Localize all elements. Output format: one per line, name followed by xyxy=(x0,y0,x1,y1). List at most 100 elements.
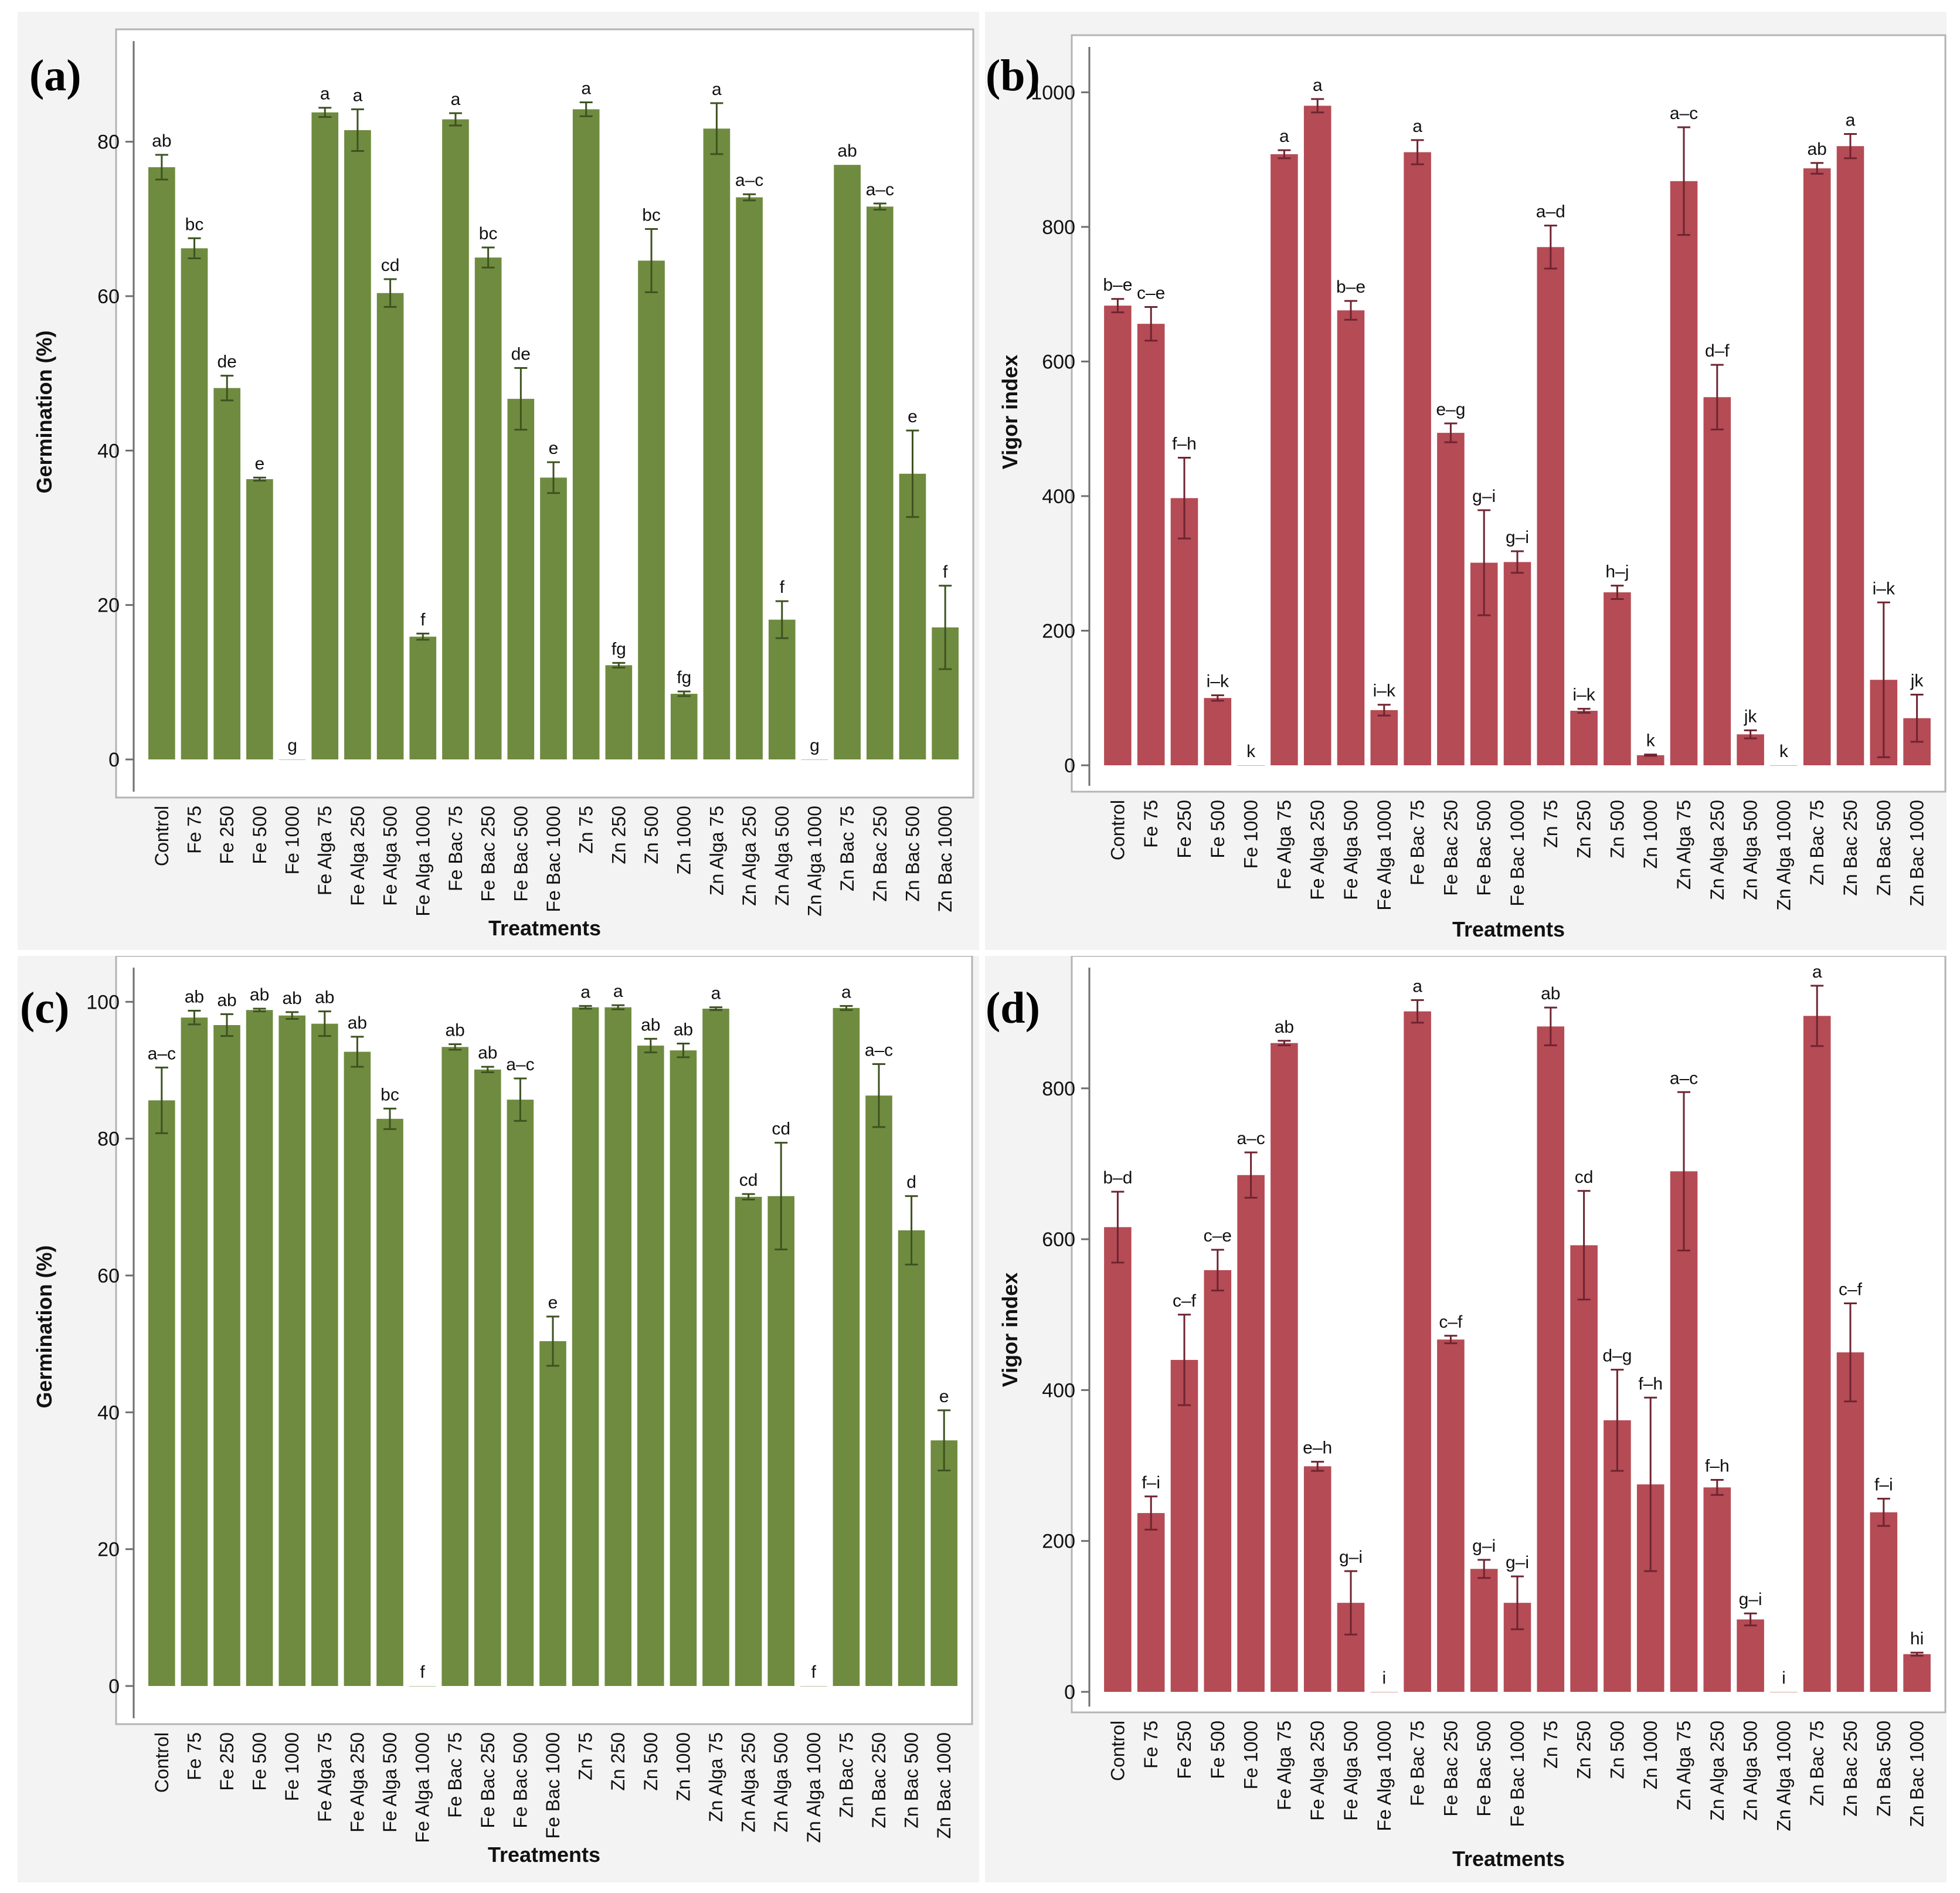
error-bar-d-1 xyxy=(1144,1495,1158,1531)
category-label-d-5: Fe Alga 75 xyxy=(1273,1721,1295,1810)
category-label-a-20: Zn Alga 1000 xyxy=(804,806,825,917)
sig-letter-b-3: i–k xyxy=(1207,672,1229,691)
bar-a-19 xyxy=(768,619,796,759)
y-tick-label-a-1: 20 xyxy=(97,595,120,617)
bar-a-18 xyxy=(736,197,763,759)
error-bar-d-2 xyxy=(1178,1314,1191,1406)
category-label-a-17: Zn Alga 75 xyxy=(706,806,727,895)
bar-a-15 xyxy=(638,260,665,759)
error-bar-d-10 xyxy=(1444,1335,1458,1345)
category-label-a-15: Zn 500 xyxy=(641,806,662,864)
y-tick-label-d-2: 400 xyxy=(1042,1379,1075,1402)
category-label-a-18: Zn Alga 250 xyxy=(739,806,760,906)
category-label-a-24: Zn Bac 1000 xyxy=(935,806,956,912)
category-label-d-19: Zn Alga 500 xyxy=(1740,1721,1761,1821)
bar-d-23 xyxy=(1870,1512,1898,1692)
bar-b-19 xyxy=(1737,734,1764,765)
category-label-b-15: Zn 500 xyxy=(1606,800,1628,859)
sig-letter-c-10: ab xyxy=(478,1043,497,1063)
bar-c-2 xyxy=(213,1025,240,1686)
panel-b: 0 200 400 600 800 1000 b–e Control c–e Fe 75 f–h Fe… xyxy=(985,12,1947,950)
y-tick-label-b-4: 800 xyxy=(1042,216,1075,239)
bar-d-0 xyxy=(1104,1227,1132,1692)
bar-a-11 xyxy=(507,399,535,759)
category-label-b-18: Zn Alga 250 xyxy=(1707,800,1728,900)
category-label-b-1: Fe 75 xyxy=(1140,800,1161,848)
bar-a-8 xyxy=(409,636,437,759)
category-label-d-11: Fe Bac 500 xyxy=(1473,1721,1494,1817)
bar-d-14 xyxy=(1570,1245,1598,1692)
error-bar-b-8 xyxy=(1377,704,1391,717)
category-label-a-4: Fe 1000 xyxy=(282,806,303,874)
error-bar-b-13 xyxy=(1544,225,1557,270)
sig-letter-b-4: k xyxy=(1246,742,1256,761)
error-bar-d-7 xyxy=(1344,1570,1357,1636)
sig-letter-c-3: ab xyxy=(250,985,269,1005)
category-label-b-9: Fe Bac 75 xyxy=(1407,800,1428,886)
category-label-b-17: Zn Alga 75 xyxy=(1673,800,1694,890)
sig-letter-a-13: a xyxy=(581,79,591,99)
category-label-b-12: Fe Bac 1000 xyxy=(1507,800,1528,906)
error-bar-a-7 xyxy=(383,278,397,308)
y-tick-label-c-4: 80 xyxy=(97,1128,120,1151)
sig-letter-d-24: hi xyxy=(1910,1629,1924,1648)
sig-letter-c-0: a–c xyxy=(148,1044,176,1063)
category-label-b-21: Zn Bac 75 xyxy=(1806,800,1827,886)
sig-letter-c-2: ab xyxy=(217,990,236,1010)
error-bar-d-24 xyxy=(1910,1651,1924,1657)
panel-a: 0 20 40 60 80 ab Control bc Fe 75 de Fe 250 e Fe 500… xyxy=(18,12,979,950)
category-label-c-12: Fe Bac 1000 xyxy=(542,1732,563,1838)
sig-letter-d-5: ab xyxy=(1275,1017,1294,1037)
panel-c-letter: (c) xyxy=(20,983,70,1033)
y-tick-label-c-3: 60 xyxy=(97,1265,120,1287)
category-label-d-17: Zn Alga 75 xyxy=(1673,1721,1694,1810)
bar-c-3 xyxy=(246,1010,273,1686)
sig-letter-d-3: c–e xyxy=(1204,1226,1232,1246)
error-bar-b-10 xyxy=(1444,422,1458,443)
category-label-d-15: Zn 500 xyxy=(1606,1721,1628,1779)
sig-letter-a-0: ab xyxy=(152,131,171,151)
error-bar-a-0 xyxy=(155,154,168,181)
y-axis-title-a: Germination (%) xyxy=(32,330,56,493)
error-bar-b-2 xyxy=(1178,457,1191,540)
category-label-d-6: Fe Alga 250 xyxy=(1307,1721,1328,1821)
category-label-c-11: Fe Bac 500 xyxy=(509,1732,531,1828)
sig-letter-b-19: jk xyxy=(1744,707,1758,726)
y-tick-label-d-0: 0 xyxy=(1064,1681,1075,1704)
sig-letter-c-17: a xyxy=(711,984,721,1003)
sig-letter-b-7: b–e xyxy=(1336,277,1365,297)
error-bar-a-15 xyxy=(645,228,658,293)
bar-c-7 xyxy=(376,1118,403,1686)
bar-d-17 xyxy=(1670,1171,1698,1692)
sig-letter-d-22: c–f xyxy=(1839,1280,1863,1299)
category-label-b-11: Fe Bac 500 xyxy=(1473,800,1494,896)
sig-letter-c-13: a xyxy=(580,982,590,1002)
bar-d-4 xyxy=(1237,1175,1265,1692)
sig-letter-b-13: a–d xyxy=(1536,202,1565,222)
bar-d-24 xyxy=(1903,1654,1931,1692)
error-bar-c-5 xyxy=(318,1010,331,1037)
sig-letter-c-9: ab xyxy=(446,1021,465,1040)
sig-letter-d-6: e–h xyxy=(1303,1439,1332,1458)
y-tick-label-a-3: 60 xyxy=(97,286,120,308)
error-bar-a-12 xyxy=(547,461,560,494)
error-bar-d-19 xyxy=(1744,1612,1757,1627)
bar-d-11 xyxy=(1470,1569,1498,1692)
sig-letter-a-1: bc xyxy=(185,215,204,234)
error-bar-b-22 xyxy=(1844,133,1857,160)
category-label-c-0: Control xyxy=(151,1732,172,1793)
y-tick-label-c-1: 20 xyxy=(97,1539,120,1561)
category-label-d-18: Zn Alga 250 xyxy=(1707,1721,1728,1821)
sig-letter-b-6: a xyxy=(1313,76,1323,95)
y-tick-label-b-3: 600 xyxy=(1042,351,1075,373)
bar-b-12 xyxy=(1503,562,1531,765)
sig-letter-d-17: a–c xyxy=(1670,1068,1698,1088)
bar-a-13 xyxy=(572,109,600,759)
error-bar-c-22 xyxy=(872,1063,885,1128)
sig-letter-a-11: de xyxy=(511,344,531,364)
y-tick-label-a-2: 40 xyxy=(97,440,120,462)
sig-letter-d-23: f–i xyxy=(1874,1475,1893,1495)
bar-d-22 xyxy=(1836,1352,1864,1692)
sig-letter-c-21: a xyxy=(841,982,851,1002)
category-label-d-10: Fe Bac 250 xyxy=(1440,1721,1461,1817)
